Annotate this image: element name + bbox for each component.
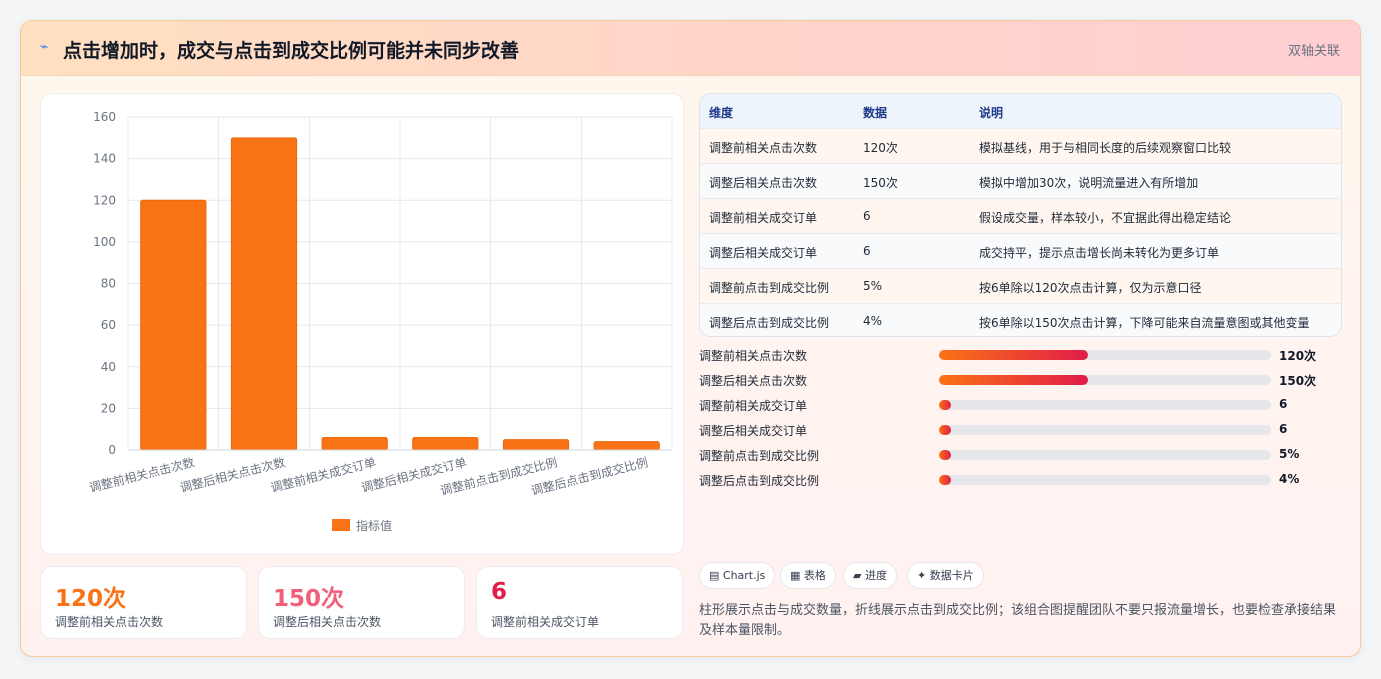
table-cell: 模拟基线，用于与相同长度的后续观察窗口比较 xyxy=(979,141,1232,155)
kpi-card-clicks-before: 120次 调整前相关点击次数 xyxy=(40,566,247,639)
kpi-value: 150次 xyxy=(273,586,345,612)
card-header: ⌁ 点击增加时，成交与点击到成交比例可能并未同步改善 双轴关联 xyxy=(21,21,1360,76)
chip-table[interactable]: ▦ 表格 xyxy=(780,562,836,589)
table-cell: 调整前点击到成交比例 xyxy=(709,281,830,295)
table-cell: 5% xyxy=(863,279,883,293)
progress-label: 调整前相关成交订单 xyxy=(699,399,808,413)
progress-value: 4% xyxy=(1279,472,1300,486)
chip-chartjs[interactable]: ▤ Chart.js xyxy=(699,562,776,589)
table-cell: 6 xyxy=(863,209,871,223)
table-row: 调整后相关成交订单 6 成交持平，提示点击增长尚未转化为更多订单 xyxy=(700,234,1341,269)
y-tick-label: 140 xyxy=(93,152,116,166)
kpi-label: 调整前相关点击次数 xyxy=(55,615,164,629)
table-cell: 成交持平，提示点击增长尚未转化为更多订单 xyxy=(979,246,1220,260)
progress-track xyxy=(939,375,1271,385)
y-tick-label: 80 xyxy=(101,277,116,291)
progress-row: 调整前点击到成交比例 5% xyxy=(699,445,1342,465)
bar xyxy=(140,199,207,451)
progress-track xyxy=(939,425,1271,435)
table-row: 调整前相关成交订单 6 假设成交量，样本较小，不宜据此得出稳定结论 xyxy=(700,199,1341,234)
table-row: 调整后点击到成交比例 4% 按6单除以150次点击计算，下降可能来自流量意图或其… xyxy=(700,304,1341,336)
progress-row: 调整前相关点击次数 120次 xyxy=(699,345,1342,365)
legend-swatch xyxy=(332,519,350,531)
bar xyxy=(321,437,388,451)
progress-label: 调整前点击到成交比例 xyxy=(699,449,820,463)
progress-label: 调整后点击到成交比例 xyxy=(699,474,820,488)
table-header-cell: 数据 xyxy=(863,106,888,120)
kpi-value: 6 xyxy=(491,579,508,605)
kpi-label: 调整后相关点击次数 xyxy=(273,615,382,629)
table-cell: 6 xyxy=(863,244,871,258)
table-cell: 按6单除以120次点击计算，仅为示意口径 xyxy=(979,281,1202,295)
table-cell: 4% xyxy=(863,314,883,328)
progress-track xyxy=(939,350,1271,360)
kpi-value: 120次 xyxy=(55,586,127,612)
data-table: 维度 数据 说明 调整前相关点击次数 120次 模拟基线，用于与相同长度的后续观… xyxy=(699,93,1342,337)
table-header-row: 维度 数据 说明 xyxy=(700,94,1341,129)
bar xyxy=(502,439,570,451)
table-cell: 120次 xyxy=(863,141,898,155)
kpi-label: 调整前相关成交订单 xyxy=(491,615,600,629)
table-cell: 调整后相关成交订单 xyxy=(709,246,818,260)
table-cell: 调整后点击到成交比例 xyxy=(709,316,830,330)
progress-fill xyxy=(939,400,951,410)
bar-chart-panel: 0 20 40 60 80 100 120 140 160 调整前相关点击次数 调整后相关点击次数调… xyxy=(40,93,684,555)
table-cell: 按6单除以150次点击计算，下降可能来自流量意图或其他变量 xyxy=(979,316,1310,330)
table-row: 调整前点击到成交比例 5% 按6单除以120次点击计算，仅为示意口径 xyxy=(700,269,1341,304)
progress-label: 调整前相关点击次数 xyxy=(699,349,808,363)
progress-fill xyxy=(939,475,951,485)
y-tick-label: 60 xyxy=(101,318,116,332)
y-tick-label: 20 xyxy=(101,401,116,415)
bar-chart: 020406080100120140160调整前相关点击次数调整后相关点击次数调… xyxy=(88,110,673,533)
y-tick-label: 120 xyxy=(93,193,116,207)
header-badge: 双轴关联 xyxy=(1287,44,1340,59)
legend-label: 指标值 xyxy=(356,518,392,533)
kpi-card-clicks-after: 150次 调整后相关点击次数 xyxy=(258,566,465,639)
bar xyxy=(230,137,298,451)
progress-value: 6 xyxy=(1279,422,1288,436)
progress-fill xyxy=(939,350,1089,360)
progress-fill xyxy=(939,450,951,460)
table-cell: 调整前相关点击次数 xyxy=(709,141,818,155)
chip-progress[interactable]: ▰ 进度 xyxy=(843,562,897,589)
progress-track xyxy=(939,450,1271,460)
progress-label: 调整后相关成交订单 xyxy=(699,424,808,438)
chip-data-cards[interactable]: ✦ 数据卡片 xyxy=(907,562,984,589)
bar xyxy=(593,441,660,451)
table-cell: 调整后相关点击次数 xyxy=(709,176,818,190)
table-row: 调整后相关点击次数 150次 模拟中增加30次，说明流量进入有所增加 xyxy=(700,164,1341,199)
progress-value: 120次 xyxy=(1279,349,1317,363)
summary-note: 柱形展示点击与成交数量，折线展示点击到成交比例；该组合图提醒团队不要只报流量增长… xyxy=(699,603,1337,638)
table-cell: 调整前相关成交订单 xyxy=(709,211,818,225)
y-tick-label: 0 xyxy=(108,443,116,457)
bar xyxy=(412,437,479,451)
progress-label: 调整后相关点击次数 xyxy=(699,374,808,388)
y-tick-label: 100 xyxy=(93,235,116,249)
y-tick-label: 160 xyxy=(93,110,116,124)
progress-row: 调整后点击到成交比例 4% xyxy=(699,470,1342,490)
table-cell: 假设成交量，样本较小，不宜据此得出稳定结论 xyxy=(979,211,1232,225)
table-cell: 150次 xyxy=(863,176,898,190)
progress-row: 调整后相关点击次数 150次 xyxy=(699,370,1342,390)
progress-fill xyxy=(939,375,1089,385)
y-tick-label: 40 xyxy=(101,360,116,374)
progress-value: 5% xyxy=(1279,447,1300,461)
table-cell: 模拟中增加30次，说明流量进入有所增加 xyxy=(979,176,1199,190)
progress-fill xyxy=(939,425,951,435)
dashboard-card: ⌁ 点击增加时，成交与点击到成交比例可能并未同步改善 双轴关联 0 20 40 60 8… xyxy=(20,20,1361,657)
table-row: 调整前相关点击次数 120次 模拟基线，用于与相同长度的后续观察窗口比较 xyxy=(700,129,1341,164)
progress-value: 150次 xyxy=(1279,374,1317,388)
progress-row: 调整前相关成交订单 6 xyxy=(699,395,1342,415)
progress-track xyxy=(939,475,1271,485)
sparkle-icon: ⌁ xyxy=(40,39,49,55)
progress-row: 调整后相关成交订单 6 xyxy=(699,420,1342,440)
progress-track xyxy=(939,400,1271,410)
table-header-cell: 维度 xyxy=(709,106,734,120)
table-header-cell: 说明 xyxy=(979,106,1004,120)
card-title: 点击增加时，成交与点击到成交比例可能并未同步改善 xyxy=(63,40,520,62)
kpi-card-orders-before: 6 调整前相关成交订单 xyxy=(476,566,683,639)
progress-value: 6 xyxy=(1279,397,1288,411)
